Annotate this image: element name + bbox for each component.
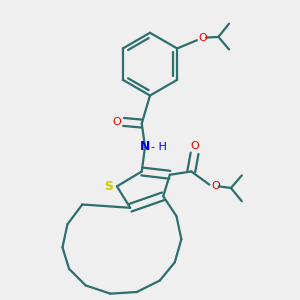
- Text: O: O: [191, 141, 200, 151]
- Text: - H: - H: [151, 142, 167, 152]
- Text: O: O: [199, 33, 207, 43]
- Text: N: N: [140, 140, 150, 153]
- Text: O: O: [112, 117, 121, 127]
- Text: O: O: [211, 181, 220, 191]
- Text: S: S: [104, 180, 113, 193]
